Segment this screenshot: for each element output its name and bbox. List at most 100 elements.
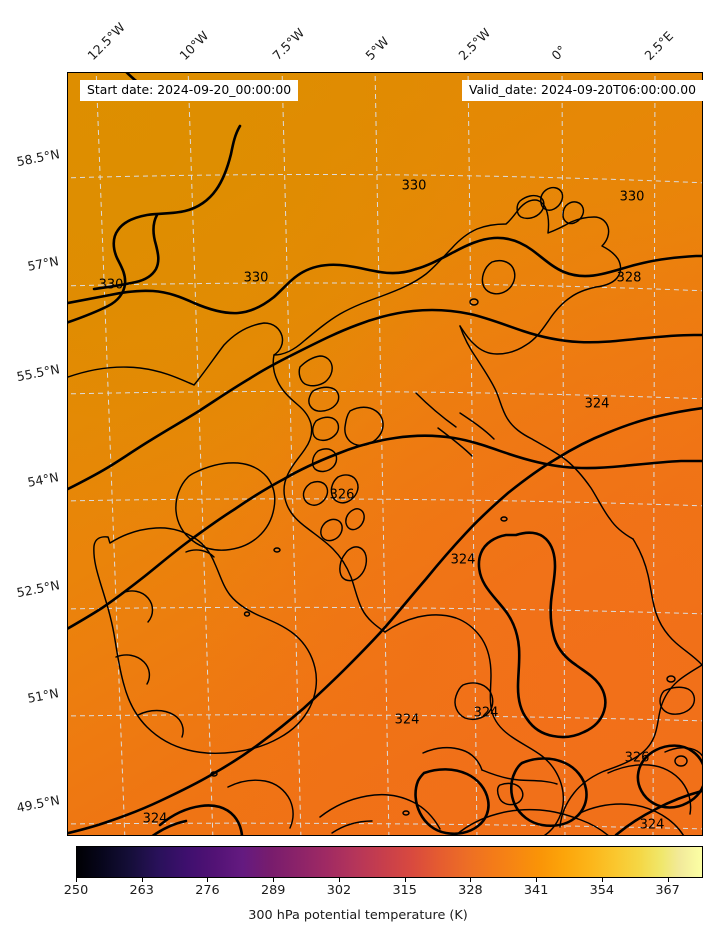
- colorbar-tick-label-2: 276: [195, 883, 220, 898]
- contour-324-loop-south: [414, 768, 490, 835]
- coast-small-feature: [666, 675, 676, 683]
- island-uist-north: [312, 416, 340, 442]
- coast-brittany-isles-scilly: [227, 779, 294, 829]
- coastline-layer: [68, 186, 702, 835]
- contour-324-sw-loop: [158, 804, 244, 835]
- islet-b: [402, 810, 410, 816]
- latitude-tick-6: 49.5°N: [14, 792, 61, 816]
- start-date-annotation: Start date: 2024-09-20_00:00:00: [80, 80, 299, 102]
- colorbar-tick-label-6: 328: [458, 883, 483, 898]
- valid-date-annotation: Valid_date: 2024-09-20T06:00:00.00: [461, 80, 703, 102]
- contour-324-sw-loop-b: [151, 819, 188, 835]
- colorbar-tick-mark-6: [470, 878, 472, 882]
- longitude-tick-5: 0°: [548, 42, 570, 63]
- island-lewis-ne: [481, 259, 516, 295]
- loch-line-b: [437, 427, 473, 457]
- coastline-northern-ireland: [175, 462, 276, 551]
- great-glen-line: [415, 392, 457, 428]
- contour-label-324-9: 324: [473, 705, 499, 721]
- contour-330-mid: [68, 263, 418, 315]
- contour-324-bottom-right: [614, 789, 702, 835]
- coastline-england-west: [384, 614, 565, 835]
- contour-label-324-6: 324: [584, 396, 610, 412]
- coastline-scotland-north: [68, 199, 622, 386]
- islet-e: [243, 611, 251, 617]
- coast-bristol-channel: [422, 746, 483, 771]
- colorbar-tick-mark-3: [273, 878, 275, 882]
- island-islay: [320, 518, 343, 542]
- colorbar-gradient: [76, 846, 703, 878]
- contour-label-330-0: 330: [98, 277, 124, 293]
- coast-cornwall: [319, 793, 441, 830]
- contour-328: [68, 308, 702, 491]
- contour-324-loop-se: [509, 757, 588, 828]
- coast-south-england: [481, 769, 558, 785]
- colorbar-tick-label-5: 315: [392, 883, 417, 898]
- map-graphic: [68, 73, 702, 835]
- colorbar-tick-mark-4: [338, 878, 340, 882]
- coast-france-ne: [579, 803, 685, 835]
- island-orkney-b: [540, 186, 564, 211]
- colorbar-tick-label-1: 263: [129, 883, 154, 898]
- longitude-tick-6: 2.5°E: [641, 28, 677, 63]
- longitude-tick-2: 7.5°W: [269, 25, 308, 64]
- contour-326: [68, 434, 702, 630]
- map-panel[interactable]: 330 330 330 330 328 326 324 324 324 324 326 324 324: [67, 72, 703, 836]
- coastline-ireland: [93, 527, 318, 755]
- contour-label-324-11: 324: [639, 817, 665, 833]
- ireland-bay-south: [137, 709, 184, 738]
- colorbar-tick-mark-1: [141, 878, 143, 882]
- coastline-england-east: [559, 664, 702, 828]
- latitude-tick-2: 55.5°N: [14, 361, 61, 385]
- colorbar-tick-mark-2: [207, 878, 209, 882]
- colorbar[interactable]: 250 263 276 289 302 315 328 341 354 367: [64, 846, 703, 898]
- coast-the-wash: [659, 686, 696, 715]
- contour-label-326-10: 326: [624, 750, 650, 766]
- longitude-tick-0: 12.5°W: [84, 19, 128, 63]
- island-jura: [345, 508, 365, 531]
- contour-label-326-5: 326: [329, 487, 355, 503]
- island-small-north-a: [469, 298, 479, 306]
- islet-d: [500, 516, 508, 522]
- latitude-tick-0: 58.5°N: [14, 146, 61, 170]
- colorbar-tick-mark-7: [536, 878, 538, 882]
- colorbar-tick-label-4: 302: [326, 883, 352, 898]
- colorbar-tick-mark-9: [667, 878, 669, 882]
- islet-c: [273, 547, 281, 553]
- latitude-tick-3: 54°N: [26, 469, 61, 490]
- contour-330-east: [414, 236, 702, 278]
- coast-netherlands-north: [664, 747, 702, 757]
- ireland-bay-sw: [115, 654, 151, 685]
- contour-label-330-2: 330: [401, 178, 427, 194]
- temperature-field-cool-lobe: [68, 73, 702, 835]
- ireland-bay-ne: [185, 549, 215, 558]
- island-orkney: [516, 194, 545, 220]
- coastline-england-ne: [632, 538, 702, 666]
- longitude-tick-1: 10°W: [176, 27, 212, 63]
- latitude-tick-5: 51°N: [26, 685, 61, 706]
- coastline-scotland-east: [459, 325, 634, 540]
- loch-line-c: [459, 412, 495, 440]
- colorbar-tick-label-3: 289: [260, 883, 286, 898]
- longitude-tick-4: 2.5°W: [455, 25, 494, 64]
- colorbar-tick-mark-8: [601, 878, 603, 882]
- latitude-tick-4: 52.5°N: [14, 577, 61, 601]
- island-lewis: [298, 355, 333, 387]
- contour-label-324-12: 324: [142, 811, 168, 827]
- contour-label-330-1: 330: [243, 270, 269, 286]
- contour-324-main: [68, 406, 702, 835]
- contour-layer: [68, 73, 702, 835]
- colorbar-tick-mark-5: [404, 878, 406, 882]
- coast-island-nl: [674, 755, 688, 767]
- colorbar-tick-label-9: 367: [655, 883, 680, 898]
- colorbar-title: 300 hPa potential temperature (K): [248, 908, 468, 923]
- colorbar-tick-mark-0: [76, 878, 77, 882]
- coast-belgium-netherlands: [607, 764, 692, 815]
- colorbar-tick-label-0: 250: [63, 883, 89, 898]
- coast-cornwall-south: [331, 820, 373, 834]
- island-shetland-s: [562, 201, 585, 225]
- island-barra: [302, 480, 329, 506]
- latitude-tick-1: 57°N: [26, 253, 61, 274]
- contour-label-324-7: 324: [450, 552, 476, 568]
